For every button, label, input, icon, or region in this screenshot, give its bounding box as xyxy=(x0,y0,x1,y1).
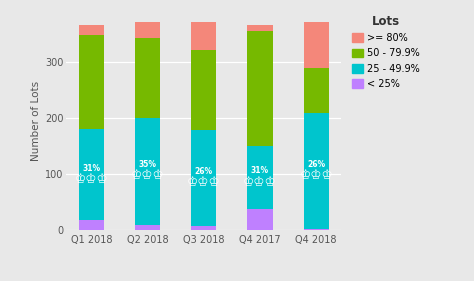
Bar xyxy=(79,35,104,129)
Bar xyxy=(135,225,160,230)
Text: ♔♔♔: ♔♔♔ xyxy=(187,176,221,189)
Bar xyxy=(191,22,217,50)
Bar xyxy=(303,68,329,113)
Bar xyxy=(191,226,217,230)
Bar xyxy=(303,113,329,229)
Bar xyxy=(303,229,329,230)
Bar xyxy=(135,22,160,38)
Bar xyxy=(247,31,273,146)
Bar xyxy=(135,118,160,225)
Bar xyxy=(79,129,104,220)
Y-axis label: Number of Lots: Number of Lots xyxy=(31,81,41,161)
Text: ♔♔♔: ♔♔♔ xyxy=(243,176,277,189)
Bar xyxy=(247,209,273,230)
Text: 31%: 31% xyxy=(251,166,269,175)
Text: ♔♔♔: ♔♔♔ xyxy=(299,169,333,182)
Text: ♔♔♔: ♔♔♔ xyxy=(74,173,109,186)
Bar xyxy=(191,50,217,130)
Bar xyxy=(79,220,104,230)
Text: 26%: 26% xyxy=(195,167,213,176)
Bar xyxy=(191,130,217,226)
Bar xyxy=(135,38,160,118)
Bar xyxy=(303,22,329,68)
Text: 31%: 31% xyxy=(82,164,100,173)
Bar xyxy=(79,25,104,35)
Text: 35%: 35% xyxy=(139,160,156,169)
Legend: >= 80%, 50 - 79.9%, 25 - 49.9%, < 25%: >= 80%, 50 - 79.9%, 25 - 49.9%, < 25% xyxy=(349,12,423,92)
Text: ♔♔♔: ♔♔♔ xyxy=(131,169,164,182)
Bar xyxy=(247,25,273,31)
Text: 26%: 26% xyxy=(307,160,325,169)
Bar xyxy=(247,146,273,209)
